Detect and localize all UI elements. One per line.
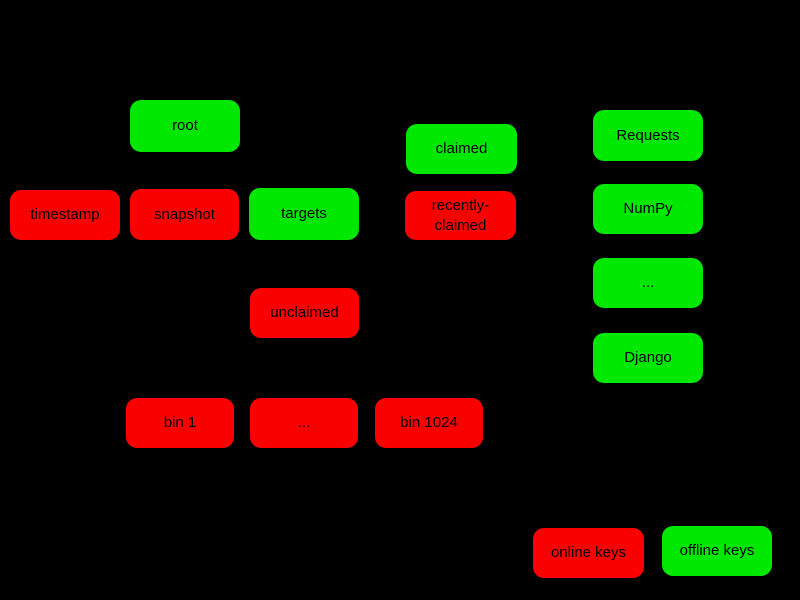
node-bin-1024: bin 1024	[375, 398, 483, 448]
node-bin-1: bin 1	[126, 398, 234, 448]
node-bin-ellipsis-label: ...	[297, 414, 311, 431]
node-unclaimed: unclaimed	[250, 288, 359, 338]
node-root: root	[130, 100, 240, 152]
node-recently-claimed-label: recently-claimed	[431, 196, 490, 234]
node-targets: targets	[249, 188, 359, 240]
legend-offline-keys-label: offline keys	[679, 542, 755, 559]
node-timestamp: timestamp	[10, 190, 120, 240]
node-project-ellipsis: ...	[593, 258, 703, 308]
node-claimed-label: claimed	[435, 140, 488, 157]
node-bin-ellipsis: ...	[250, 398, 358, 448]
node-project-django: Django	[593, 333, 703, 383]
node-snapshot-label: snapshot	[154, 205, 215, 223]
node-project-requests-label: Requests	[616, 126, 680, 144]
node-project-requests: Requests	[593, 110, 703, 161]
node-project-numpy: NumPy	[593, 184, 703, 234]
node-timestamp-label: timestamp	[30, 206, 100, 223]
node-project-django-label: Django	[624, 349, 672, 366]
node-project-ellipsis-label: ...	[641, 274, 655, 291]
node-targets-label: targets	[281, 205, 327, 222]
node-bin-1024-label: bin 1024	[400, 414, 458, 431]
node-root-label: root	[172, 117, 198, 134]
node-project-numpy-label: NumPy	[623, 200, 673, 217]
legend-online-keys-label: online keys	[550, 544, 627, 561]
node-recently-claimed: recently-claimed	[405, 191, 516, 240]
node-bin-1-label: bin 1	[163, 414, 197, 431]
node-claimed: claimed	[406, 124, 517, 174]
node-unclaimed-label: unclaimed	[270, 304, 339, 321]
node-snapshot: snapshot	[130, 189, 239, 240]
legend-online-keys: online keys	[533, 528, 644, 578]
legend-offline-keys: offline keys	[662, 526, 772, 576]
